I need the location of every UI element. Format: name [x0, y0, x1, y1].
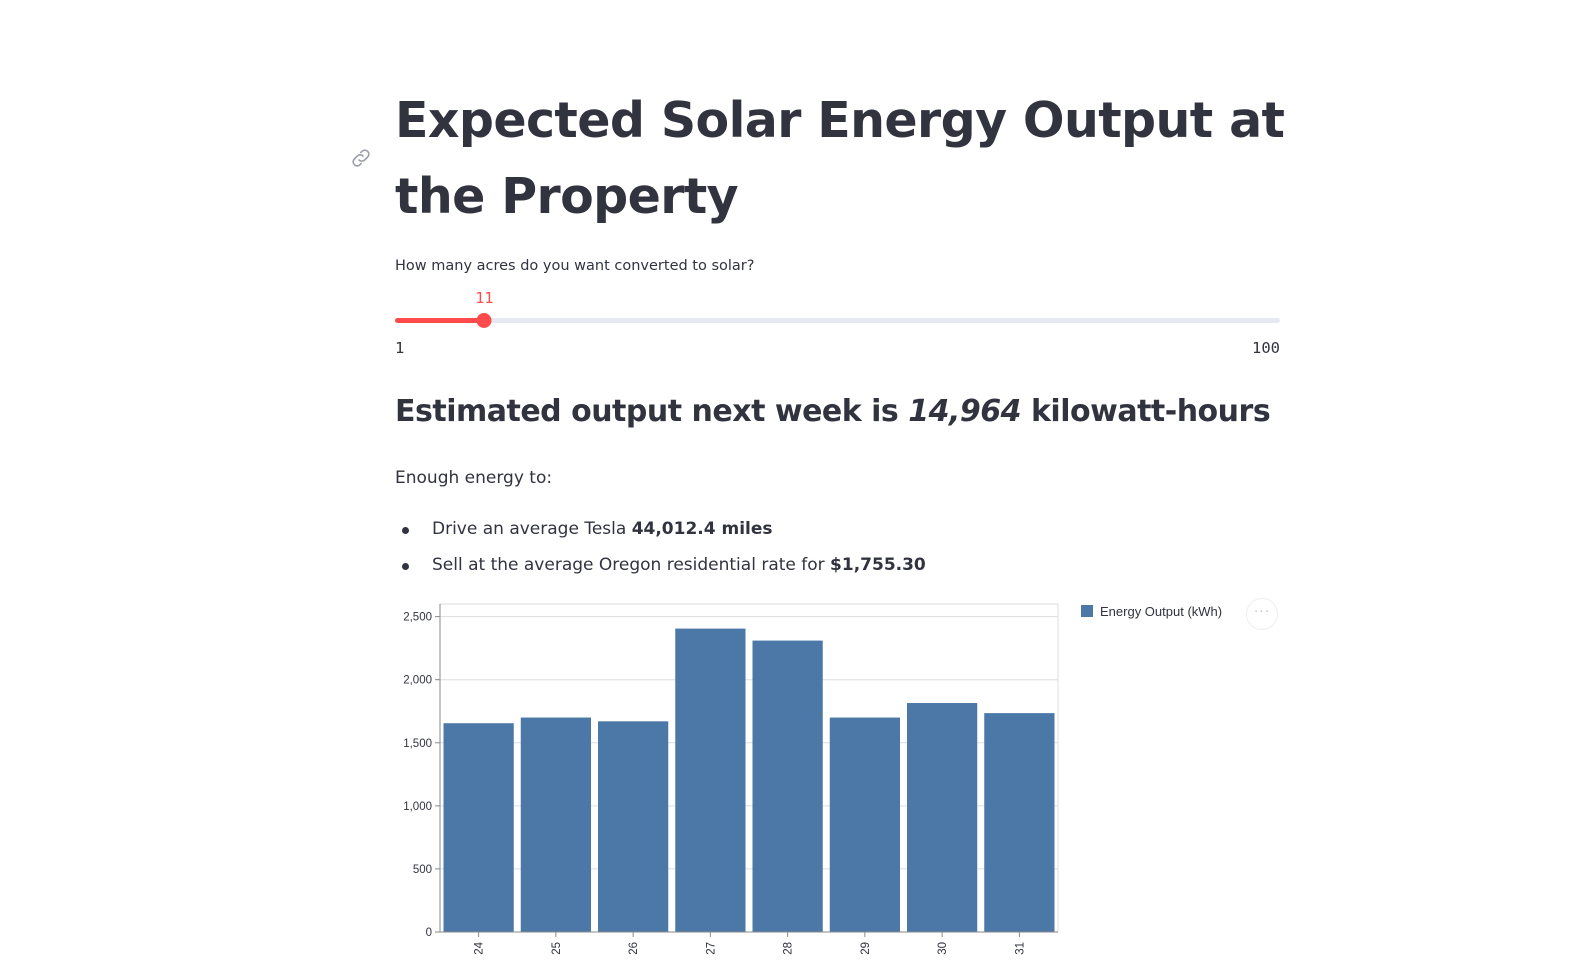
main-content: Expected Solar Energy Output at the Prop… [395, 0, 1285, 976]
acres-slider-track[interactable] [395, 318, 1280, 323]
link-icon[interactable] [349, 146, 373, 170]
acres-slider-fill [395, 318, 485, 323]
x-tick-label: 27 [705, 942, 717, 955]
chart-menu-button[interactable]: ··· [1246, 598, 1278, 630]
y-tick-label: 2,000 [403, 675, 432, 687]
slider-max-label: 100 [1252, 339, 1280, 357]
bar [675, 628, 746, 932]
x-tick-label: 25 [551, 942, 563, 955]
legend-label: Energy Output (kWh) [1100, 604, 1222, 619]
x-tick-label: 24 [474, 941, 486, 954]
bar [443, 723, 514, 932]
estimate-heading: Estimated output next week is 14,964 kil… [395, 394, 1271, 429]
more-horizontal-icon: ··· [1253, 604, 1271, 620]
bar [520, 717, 591, 932]
slider-current-value: 11 [475, 289, 494, 307]
list-item-value: 44,012.4 miles [631, 519, 773, 539]
bar [598, 721, 669, 932]
list-item: Drive an average Tesla 44,012.4 miles [395, 519, 926, 555]
bar [829, 717, 900, 932]
x-tick-label: 26 [628, 942, 640, 955]
estimate-value: 14,964 [908, 394, 1022, 429]
list-item-text: Sell at the average Oregon residential r… [432, 555, 831, 575]
slider-min-label: 1 [395, 339, 405, 357]
enough-energy-intro: Enough energy to: [395, 468, 553, 488]
y-tick-label: 1,000 [403, 801, 432, 813]
bar [907, 703, 978, 932]
x-tick-label: 30 [937, 942, 949, 955]
bar [984, 713, 1055, 932]
y-tick-label: 500 [413, 864, 432, 876]
energy-equivalents-list: Drive an average Tesla 44,012.4 miles Se… [395, 519, 926, 591]
estimate-suffix: kilowatt-hours [1021, 394, 1271, 429]
estimate-prefix: Estimated output next week is [395, 394, 909, 429]
energy-output-chart: 0 500 1,000 1,500 2,000 2,500 24 25 26 27 28 29 30 31… [395, 598, 1280, 968]
slider-label: How many acres do you want converted to … [395, 258, 755, 274]
list-item-text: Drive an average Tesla [432, 519, 632, 539]
legend-swatch [1081, 605, 1093, 617]
list-item: Sell at the average Oregon residential r… [395, 555, 926, 591]
x-tick-label: 31 [1014, 942, 1026, 955]
page-title: Expected Solar Energy Output at the Prop… [395, 92, 1285, 225]
acres-slider-thumb[interactable] [476, 313, 492, 328]
list-item-value: $1,755.30 [830, 555, 926, 575]
bar [752, 640, 823, 932]
x-tick-label: 29 [860, 942, 872, 955]
y-tick-label: 0 [426, 927, 432, 939]
y-tick-label: 2,500 [403, 612, 432, 624]
x-tick-label: 28 [783, 942, 795, 955]
y-tick-label: 1,500 [403, 738, 432, 750]
